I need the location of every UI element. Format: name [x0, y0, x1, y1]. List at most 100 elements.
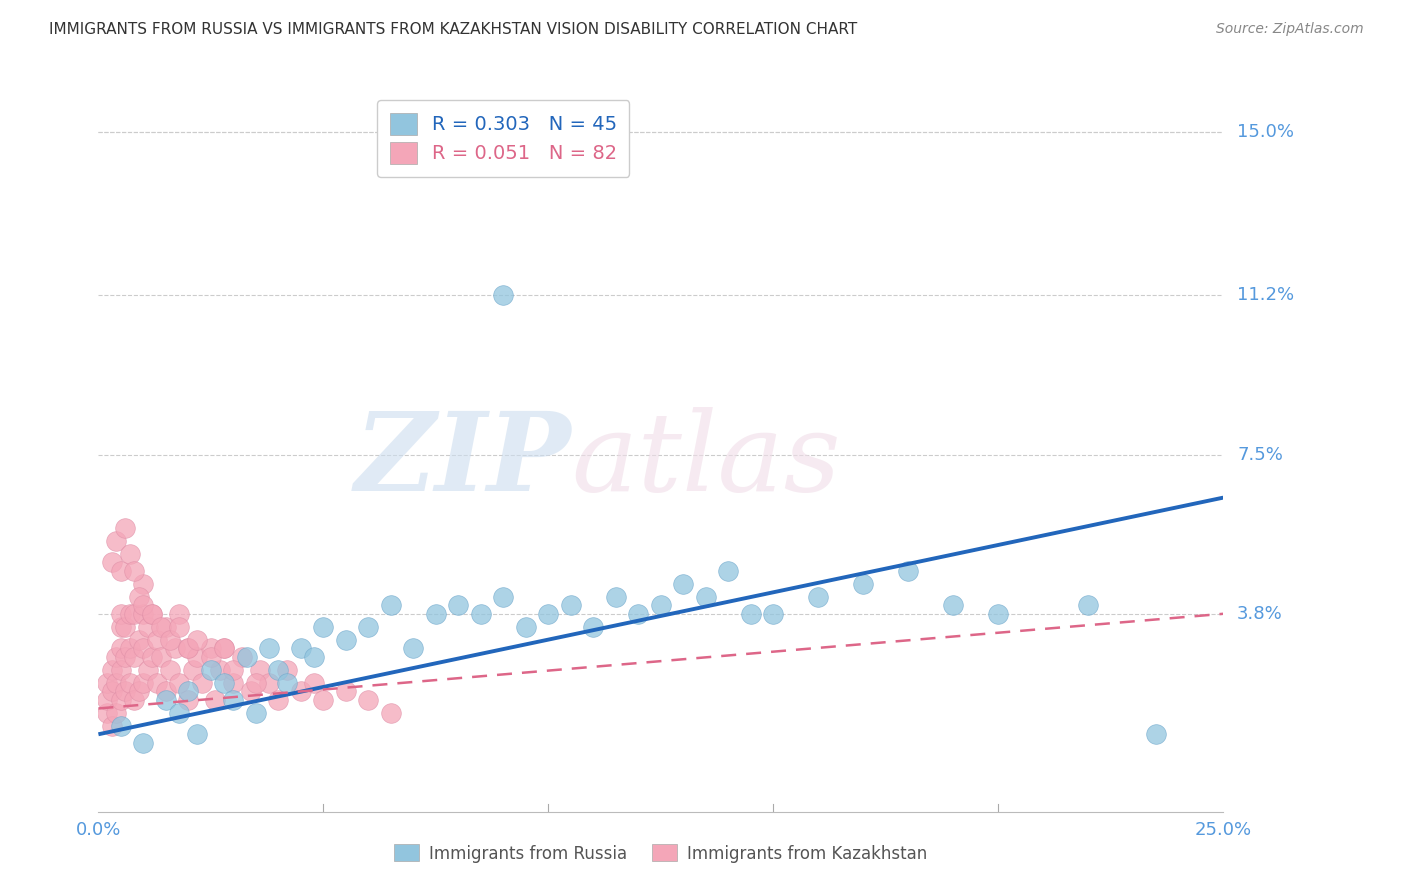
- Point: [114, 649, 136, 664]
- Point: [114, 620, 136, 634]
- Point: [101, 684, 124, 698]
- Point: [357, 620, 380, 634]
- Point: [312, 693, 335, 707]
- Point: [150, 649, 173, 664]
- Point: [425, 607, 447, 621]
- Point: [762, 607, 785, 621]
- Point: [159, 663, 181, 677]
- Text: 11.2%: 11.2%: [1237, 286, 1295, 304]
- Point: [110, 607, 132, 621]
- Point: [181, 663, 204, 677]
- Point: [1077, 598, 1099, 612]
- Point: [132, 576, 155, 591]
- Point: [447, 598, 470, 612]
- Point: [470, 607, 492, 621]
- Point: [124, 607, 146, 621]
- Point: [141, 607, 163, 621]
- Point: [110, 620, 132, 634]
- Point: [987, 607, 1010, 621]
- Point: [169, 620, 191, 634]
- Point: [159, 632, 181, 647]
- Point: [1144, 727, 1167, 741]
- Point: [312, 620, 335, 634]
- Point: [380, 706, 402, 720]
- Point: [128, 590, 150, 604]
- Point: [96, 693, 118, 707]
- Point: [132, 675, 155, 690]
- Point: [118, 607, 141, 621]
- Point: [672, 576, 695, 591]
- Point: [124, 693, 146, 707]
- Point: [132, 607, 155, 621]
- Point: [231, 649, 253, 664]
- Point: [267, 663, 290, 677]
- Point: [852, 576, 875, 591]
- Point: [118, 675, 141, 690]
- Point: [236, 649, 259, 664]
- Point: [245, 706, 267, 720]
- Point: [177, 684, 200, 698]
- Point: [155, 620, 177, 634]
- Point: [627, 607, 650, 621]
- Point: [380, 598, 402, 612]
- Point: [259, 675, 281, 690]
- Point: [169, 675, 191, 690]
- Point: [304, 649, 326, 664]
- Point: [290, 641, 312, 656]
- Point: [146, 675, 169, 690]
- Point: [740, 607, 762, 621]
- Point: [155, 693, 177, 707]
- Point: [124, 564, 146, 578]
- Point: [276, 675, 298, 690]
- Point: [105, 649, 128, 664]
- Point: [214, 675, 236, 690]
- Point: [249, 663, 271, 677]
- Point: [582, 620, 605, 634]
- Point: [136, 620, 159, 634]
- Point: [150, 620, 173, 634]
- Point: [118, 641, 141, 656]
- Point: [492, 288, 515, 302]
- Point: [110, 564, 132, 578]
- Text: atlas: atlas: [571, 407, 841, 515]
- Point: [492, 590, 515, 604]
- Text: IMMIGRANTS FROM RUSSIA VS IMMIGRANTS FROM KAZAKHSTAN VISION DISABILITY CORRELATI: IMMIGRANTS FROM RUSSIA VS IMMIGRANTS FRO…: [49, 22, 858, 37]
- Text: 15.0%: 15.0%: [1237, 123, 1294, 141]
- Point: [245, 675, 267, 690]
- Point: [146, 632, 169, 647]
- Point: [177, 641, 200, 656]
- Point: [177, 641, 200, 656]
- Point: [101, 663, 124, 677]
- Point: [186, 649, 208, 664]
- Point: [132, 641, 155, 656]
- Point: [402, 641, 425, 656]
- Point: [141, 607, 163, 621]
- Point: [304, 675, 326, 690]
- Point: [186, 632, 208, 647]
- Point: [132, 736, 155, 750]
- Point: [110, 693, 132, 707]
- Point: [105, 533, 128, 548]
- Point: [177, 693, 200, 707]
- Point: [695, 590, 717, 604]
- Point: [537, 607, 560, 621]
- Point: [124, 649, 146, 664]
- Text: 7.5%: 7.5%: [1237, 446, 1284, 464]
- Point: [650, 598, 672, 612]
- Point: [110, 641, 132, 656]
- Point: [222, 663, 245, 677]
- Point: [276, 663, 298, 677]
- Y-axis label: Vision Disability: Vision Disability: [0, 380, 8, 512]
- Point: [200, 649, 222, 664]
- Point: [101, 555, 124, 569]
- Point: [335, 684, 357, 698]
- Point: [105, 675, 128, 690]
- Point: [605, 590, 627, 604]
- Point: [141, 649, 163, 664]
- Text: Source: ZipAtlas.com: Source: ZipAtlas.com: [1216, 22, 1364, 37]
- Point: [110, 719, 132, 733]
- Point: [191, 675, 214, 690]
- Point: [222, 693, 245, 707]
- Point: [259, 641, 281, 656]
- Point: [267, 693, 290, 707]
